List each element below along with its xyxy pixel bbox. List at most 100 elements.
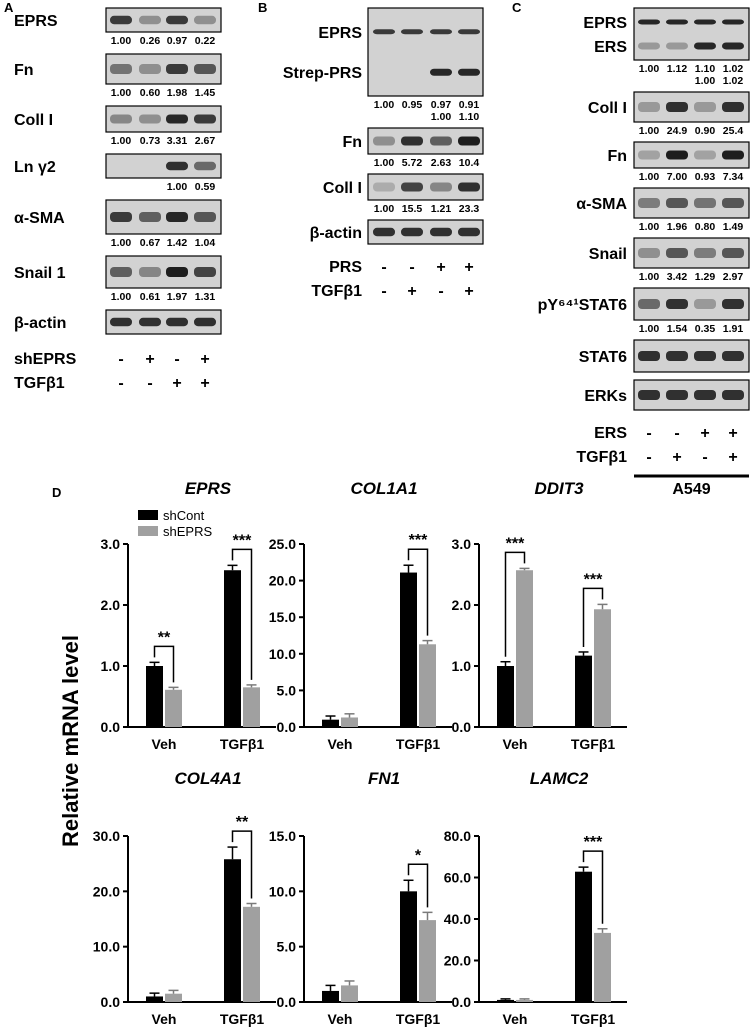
bar-shCont-TGFβ1: [224, 859, 241, 1002]
y-tick-label: 2.0: [452, 597, 472, 613]
quant-value: 15.5: [402, 203, 423, 215]
band: [638, 299, 660, 309]
band: [666, 150, 688, 160]
band: [194, 212, 216, 222]
quant-value: 25.4: [723, 125, 744, 137]
quant-value: 1.00: [639, 63, 660, 75]
quant-value: 1.00: [639, 171, 660, 183]
x-tick-label: Veh: [152, 1011, 177, 1027]
condition-sign: -: [409, 259, 414, 276]
band: [638, 102, 660, 112]
band: [373, 182, 395, 192]
band: [694, 42, 716, 50]
x-tick-label: TGFβ1: [571, 1011, 616, 1027]
quant-value: 24.9: [667, 125, 688, 137]
significance-bracket: [231, 830, 253, 899]
quant-value: 1.00: [639, 125, 660, 137]
quant-value: 1.10: [695, 63, 716, 75]
band: [722, 198, 744, 208]
bar-shEPRS-Veh: [165, 689, 182, 727]
y-tick-label: 20.0: [444, 953, 471, 969]
quant-value: 7.00: [667, 171, 688, 183]
condition-label: PRS: [329, 259, 362, 276]
band: [666, 102, 688, 112]
band: [139, 64, 161, 74]
condition-sign: +: [407, 283, 416, 300]
quant-value: 0.35: [695, 323, 716, 335]
quant-value: 1.42: [167, 237, 188, 249]
band: [694, 102, 716, 112]
band: [638, 150, 660, 160]
condition-sign: +: [436, 259, 445, 276]
cell-line-label: A549: [672, 481, 710, 498]
band: [638, 198, 660, 208]
band: [110, 15, 132, 25]
band: [430, 227, 452, 237]
y-tick-label: 30.0: [93, 828, 120, 844]
band: [694, 150, 716, 160]
quant-value: 0.80: [695, 221, 716, 233]
significance-bracket: [504, 551, 526, 657]
quant-value: 0.67: [140, 237, 161, 249]
protein-label: Coll I: [14, 112, 53, 129]
y-tick-label: 1.0: [101, 658, 121, 674]
quant-value: 2.97: [723, 271, 744, 283]
bar-shEPRS-TGFβ1: [594, 932, 611, 1002]
quant-value: 0.73: [140, 135, 161, 147]
quant-value: 0.91: [459, 99, 480, 111]
blot-5: Snail 1 1.00 0.61 1.97 1.31: [14, 255, 222, 303]
legend-swatch: [138, 510, 158, 520]
band: [666, 390, 688, 400]
bar-shEPRS-Veh: [516, 570, 533, 727]
blot-6: β-actin: [14, 309, 222, 335]
y-tick-label: 10.0: [269, 646, 296, 662]
condition-sign: +: [728, 425, 737, 442]
condition-label: TGFβ1: [311, 283, 362, 300]
quant-value: 1.00: [111, 87, 132, 99]
band: [194, 15, 216, 25]
significance-bracket: [582, 587, 604, 647]
band: [694, 299, 716, 309]
bar-shCont-Veh: [322, 719, 339, 727]
band: [139, 317, 161, 327]
band: [166, 161, 188, 171]
band: [401, 227, 423, 237]
band: [694, 351, 716, 361]
protein-label: Coll I: [323, 180, 362, 197]
y-tick-label: 5.0: [277, 939, 297, 955]
panel-c: C EPRS ERS 1.00 1.12 1.10 1.02 1.00 1.02 Coll I 1.…: [512, 0, 750, 498]
protein-label: Snail: [589, 246, 627, 263]
bar-shCont-TGFβ1: [575, 871, 592, 1002]
significance-stars: *: [415, 847, 422, 864]
bar-shCont-TGFβ1: [575, 655, 592, 727]
significance-stars: **: [236, 814, 249, 831]
significance-stars: ***: [233, 532, 252, 549]
quant-value: 1.91: [723, 323, 744, 335]
bar-shCont-TGFβ1: [400, 572, 417, 727]
y-tick-label: 2.0: [101, 597, 121, 613]
protein-label: pY⁶⁴¹STAT6: [538, 297, 627, 314]
condition-sign: -: [674, 425, 679, 442]
y-tick-label: 0.0: [101, 719, 121, 735]
x-tick-label: TGFβ1: [220, 1011, 265, 1027]
condition-sign: +: [172, 375, 181, 392]
significance-stars: ***: [506, 535, 525, 552]
band: [458, 227, 480, 237]
band: [430, 68, 452, 76]
quant-value: 0.97: [167, 35, 188, 47]
condition-sign: -: [381, 283, 386, 300]
band: [194, 267, 216, 277]
blot-0: EPRS 1.00 0.26 0.97 0.22: [14, 7, 222, 47]
quant-value: 1.98: [167, 87, 188, 99]
band: [722, 299, 744, 309]
chart-title: COL4A1: [174, 769, 241, 788]
blot-4: α-SMA 1.00 0.67 1.42 1.04: [14, 199, 222, 249]
significance-bracket: [153, 645, 175, 683]
band: [666, 299, 688, 309]
blot-4: Snail 1.00 3.42 1.29 2.97: [589, 237, 750, 283]
panel-letter: A: [4, 0, 14, 15]
chart-title: DDIT3: [534, 479, 584, 498]
protein-label: Ln γ2: [14, 159, 56, 176]
blot-0: EPRS ERS 1.00 1.12 1.10 1.02 1.00 1.02: [583, 7, 750, 87]
